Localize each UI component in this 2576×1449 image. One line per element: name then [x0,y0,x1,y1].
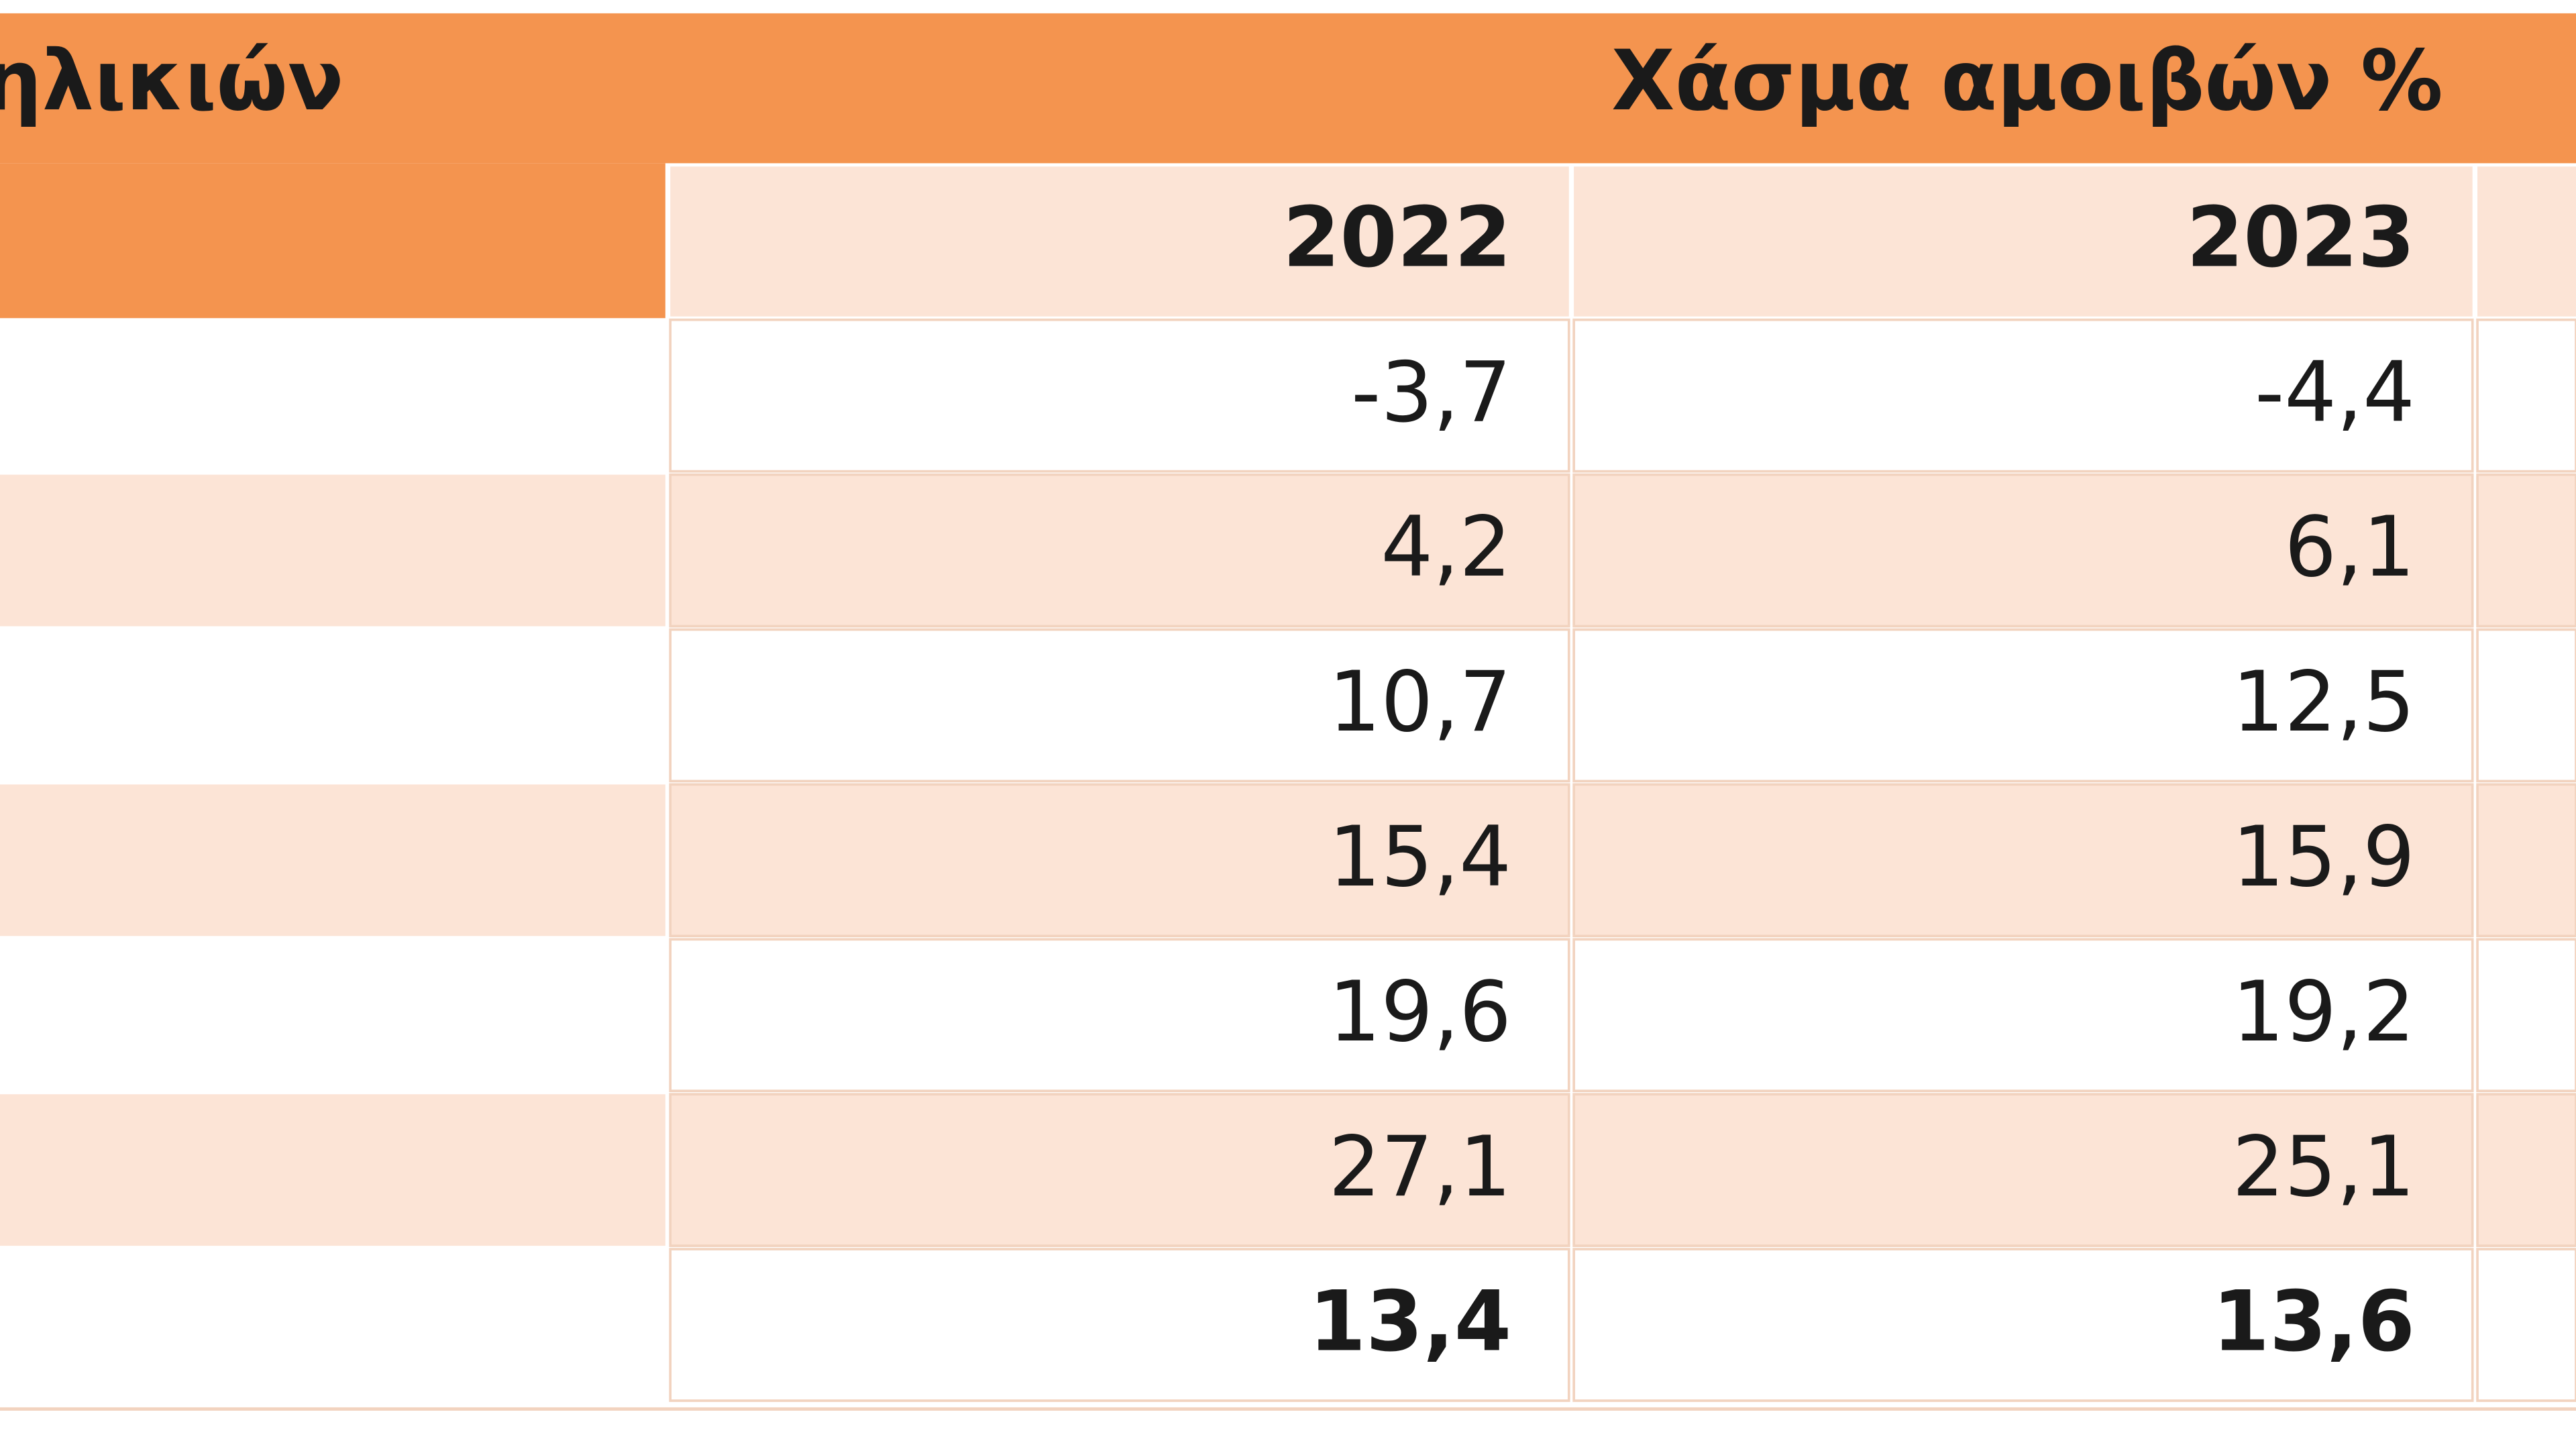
header-band [0,13,2576,164]
cell [669,318,1570,473]
cell-value: 12,5 [2232,654,2415,751]
cell [2476,318,2576,473]
cell [1572,473,2474,628]
cell [1572,1093,2474,1247]
header-cell [670,166,1569,317]
cell-value: 10,7 [1328,654,1511,751]
cell [2476,1248,2576,1402]
cell [669,1248,1570,1402]
cell [669,628,1570,783]
cell [2476,783,2576,938]
cell-value: 19,2 [2232,964,2415,1061]
cell-value: 6,1 [2284,499,2415,596]
row-label-cell [0,1249,665,1401]
cell-value: -4,4 [2255,345,2415,441]
cell-value: -3,7 [1351,345,1511,441]
cell-value: 27,1 [1328,1119,1511,1216]
cell [1572,783,2474,938]
table-title: Χάσμα αμοιβών % [1611,33,2443,129]
cell [2476,628,2576,783]
column-header: 2022 [1283,190,1511,286]
cell [669,1093,1570,1247]
row-label-cell [0,784,665,936]
cell-value: 25,1 [2232,1119,2415,1216]
cell [2476,473,2576,628]
group-header-cell [0,163,665,319]
cell [669,473,1570,628]
cell [1572,318,2474,473]
cell-value: 15,4 [1328,809,1511,906]
cell-value: 13,4 [1309,1274,1511,1371]
header-cell [1574,166,2473,317]
cell [2476,1093,2576,1247]
row-label-cell [0,319,665,472]
cell-value: 19,6 [1328,964,1511,1061]
cell [1572,938,2474,1093]
cell [2476,938,2576,1093]
cell-value: 4,2 [1381,499,1511,596]
cell [1572,1248,2474,1402]
cell [669,783,1570,938]
cell-value: 13,6 [2212,1274,2415,1371]
row-label-cell [0,939,665,1091]
row-label-cell [0,1094,665,1246]
column-header: 2023 [2186,190,2415,286]
group-label: ηλικιών [0,33,343,129]
row-label-cell [0,629,665,782]
cell [1572,628,2474,783]
row-label-cell [0,474,665,627]
cell-value: 15,9 [2232,809,2415,906]
cell [669,938,1570,1093]
header-cell [2477,166,2576,317]
